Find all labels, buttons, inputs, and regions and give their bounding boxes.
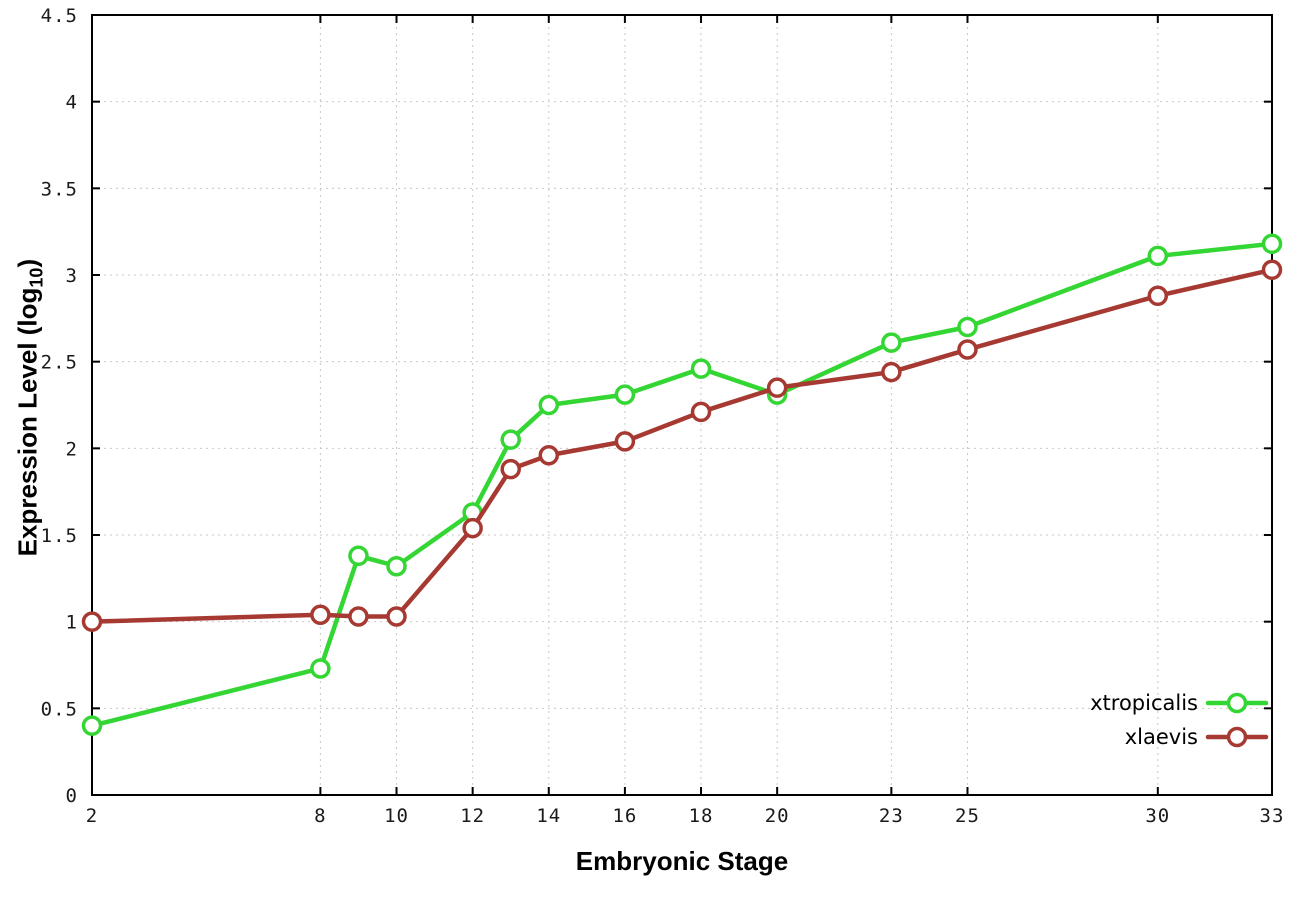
legend-entry-xtropicalis: xtropicalis — [1090, 691, 1269, 715]
data-point-marker — [462, 517, 483, 539]
y-tick-label: 2.5 — [41, 352, 78, 374]
series-xtropicalis — [81, 233, 1283, 736]
data-point-marker — [957, 339, 978, 360]
data-point-marker — [386, 606, 407, 627]
y-tick-label: 1 — [66, 612, 78, 634]
x-tick-label: 8 — [314, 805, 326, 827]
data-point-marker — [348, 545, 369, 567]
data-point-marker — [690, 401, 712, 423]
grid-lines — [91, 14, 1273, 796]
y-axis-label-prefix: Expression Level (log — [12, 287, 43, 557]
x-tick-labels: 2 8 10 12 14 16 18 20 23 25 30 33 — [86, 805, 1285, 827]
data-point-marker — [1147, 285, 1169, 307]
y-tick-label: 3.5 — [41, 178, 78, 200]
x-tick-label: 18 — [689, 805, 714, 827]
tick-marks — [91, 14, 1273, 796]
data-point-marker — [614, 384, 636, 405]
x-tick-label: 25 — [955, 805, 980, 827]
data-point-marker — [310, 658, 331, 679]
legend-label: xtropicalis — [1090, 691, 1198, 715]
data-point-marker — [81, 611, 103, 632]
y-tick-label: 0.5 — [41, 698, 78, 720]
y-tick-label: 2 — [66, 438, 78, 460]
x-tick-label: 10 — [384, 805, 409, 827]
x-tick-label: 12 — [460, 805, 485, 827]
legend-marker-sample — [1226, 726, 1248, 748]
data-point-marker — [881, 361, 902, 383]
y-tick-label: 4.5 — [41, 5, 78, 27]
x-tick-label: 30 — [1145, 805, 1170, 827]
x-tick-label: 33 — [1260, 805, 1285, 827]
series-xlaevis — [81, 259, 1283, 632]
data-point-marker — [386, 555, 407, 577]
data-point-marker — [1147, 245, 1169, 267]
data-point-marker — [310, 604, 331, 625]
data-point-marker — [1261, 259, 1283, 281]
y-tick-label: 4 — [66, 92, 78, 114]
y-axis-label-subscript: 10 — [26, 267, 47, 288]
data-point-marker — [1261, 233, 1283, 255]
y-axis-label: Expression Level (log10) — [12, 228, 47, 588]
y-tick-label: 0 — [66, 785, 78, 807]
data-point-marker — [614, 431, 636, 452]
data-point-marker — [500, 458, 521, 480]
series-line — [89, 267, 1275, 624]
x-tick-label: 23 — [879, 805, 904, 827]
legend-marker-sample — [1226, 692, 1248, 714]
data-point-marker — [881, 332, 902, 353]
data-point-marker — [957, 316, 978, 338]
series-line — [89, 241, 1275, 728]
x-axis-label: Embryonic Stage — [575, 846, 789, 876]
data-point-marker — [348, 606, 369, 627]
y-tick-label: 3 — [66, 265, 78, 287]
y-tick-labels: 0 0.5 1 1.5 2 2.5 3 3.5 4 4.5 — [41, 5, 78, 807]
legend-entry-xlaevis: xlaevis — [1125, 725, 1269, 749]
y-axis-label-suffix: ) — [12, 258, 43, 268]
plot-border — [91, 14, 1273, 796]
x-tick-label: 16 — [612, 805, 637, 827]
x-tick-label: 2 — [86, 805, 98, 827]
data-point-marker — [690, 358, 712, 379]
data-point-marker — [538, 394, 560, 416]
legend: xtropicalis xlaevis — [1090, 691, 1269, 749]
data-point-marker — [766, 377, 788, 398]
data-point-marker — [500, 429, 521, 450]
data-point-marker — [81, 715, 103, 736]
y-tick-label: 1.5 — [41, 525, 78, 547]
x-tick-label: 14 — [536, 805, 561, 827]
x-tick-label: 20 — [765, 805, 790, 827]
data-point-marker — [538, 445, 560, 466]
legend-label: xlaevis — [1125, 725, 1198, 749]
